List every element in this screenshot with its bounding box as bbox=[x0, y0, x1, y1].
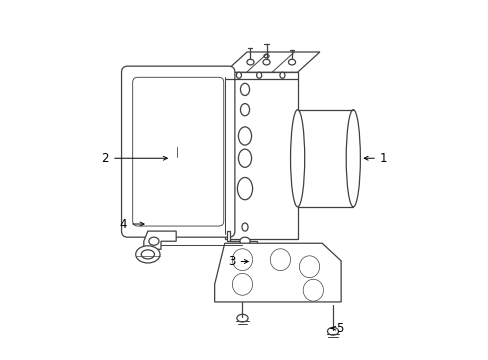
Ellipse shape bbox=[240, 84, 249, 95]
Ellipse shape bbox=[238, 127, 251, 145]
Ellipse shape bbox=[263, 59, 269, 65]
Text: 2: 2 bbox=[102, 152, 167, 165]
Ellipse shape bbox=[303, 260, 315, 273]
Ellipse shape bbox=[236, 253, 248, 266]
Text: 1: 1 bbox=[364, 152, 386, 165]
Ellipse shape bbox=[246, 59, 253, 65]
Ellipse shape bbox=[148, 237, 159, 245]
Ellipse shape bbox=[264, 54, 268, 58]
Ellipse shape bbox=[288, 59, 295, 65]
Ellipse shape bbox=[303, 279, 323, 301]
Ellipse shape bbox=[232, 273, 252, 295]
Ellipse shape bbox=[238, 149, 251, 167]
Ellipse shape bbox=[242, 223, 247, 231]
Bar bbox=[224, 72, 297, 239]
Ellipse shape bbox=[299, 256, 319, 278]
Ellipse shape bbox=[290, 110, 304, 207]
Ellipse shape bbox=[236, 72, 241, 78]
FancyBboxPatch shape bbox=[122, 66, 234, 237]
Ellipse shape bbox=[236, 314, 247, 322]
Polygon shape bbox=[143, 231, 176, 249]
FancyBboxPatch shape bbox=[132, 77, 224, 226]
Ellipse shape bbox=[240, 237, 249, 245]
Polygon shape bbox=[224, 52, 319, 72]
Ellipse shape bbox=[136, 246, 160, 263]
Ellipse shape bbox=[236, 278, 248, 291]
Polygon shape bbox=[226, 231, 257, 249]
Text: 4: 4 bbox=[120, 217, 143, 230]
Ellipse shape bbox=[346, 110, 360, 207]
Ellipse shape bbox=[307, 284, 319, 297]
Ellipse shape bbox=[237, 177, 252, 200]
Ellipse shape bbox=[141, 250, 154, 259]
Text: 5: 5 bbox=[330, 322, 343, 335]
Text: 3: 3 bbox=[228, 255, 248, 268]
Ellipse shape bbox=[279, 72, 285, 78]
Polygon shape bbox=[214, 243, 341, 302]
Ellipse shape bbox=[232, 249, 252, 271]
Ellipse shape bbox=[240, 104, 249, 116]
Ellipse shape bbox=[270, 249, 290, 271]
Ellipse shape bbox=[327, 328, 338, 335]
Ellipse shape bbox=[256, 72, 261, 78]
Ellipse shape bbox=[274, 253, 285, 266]
